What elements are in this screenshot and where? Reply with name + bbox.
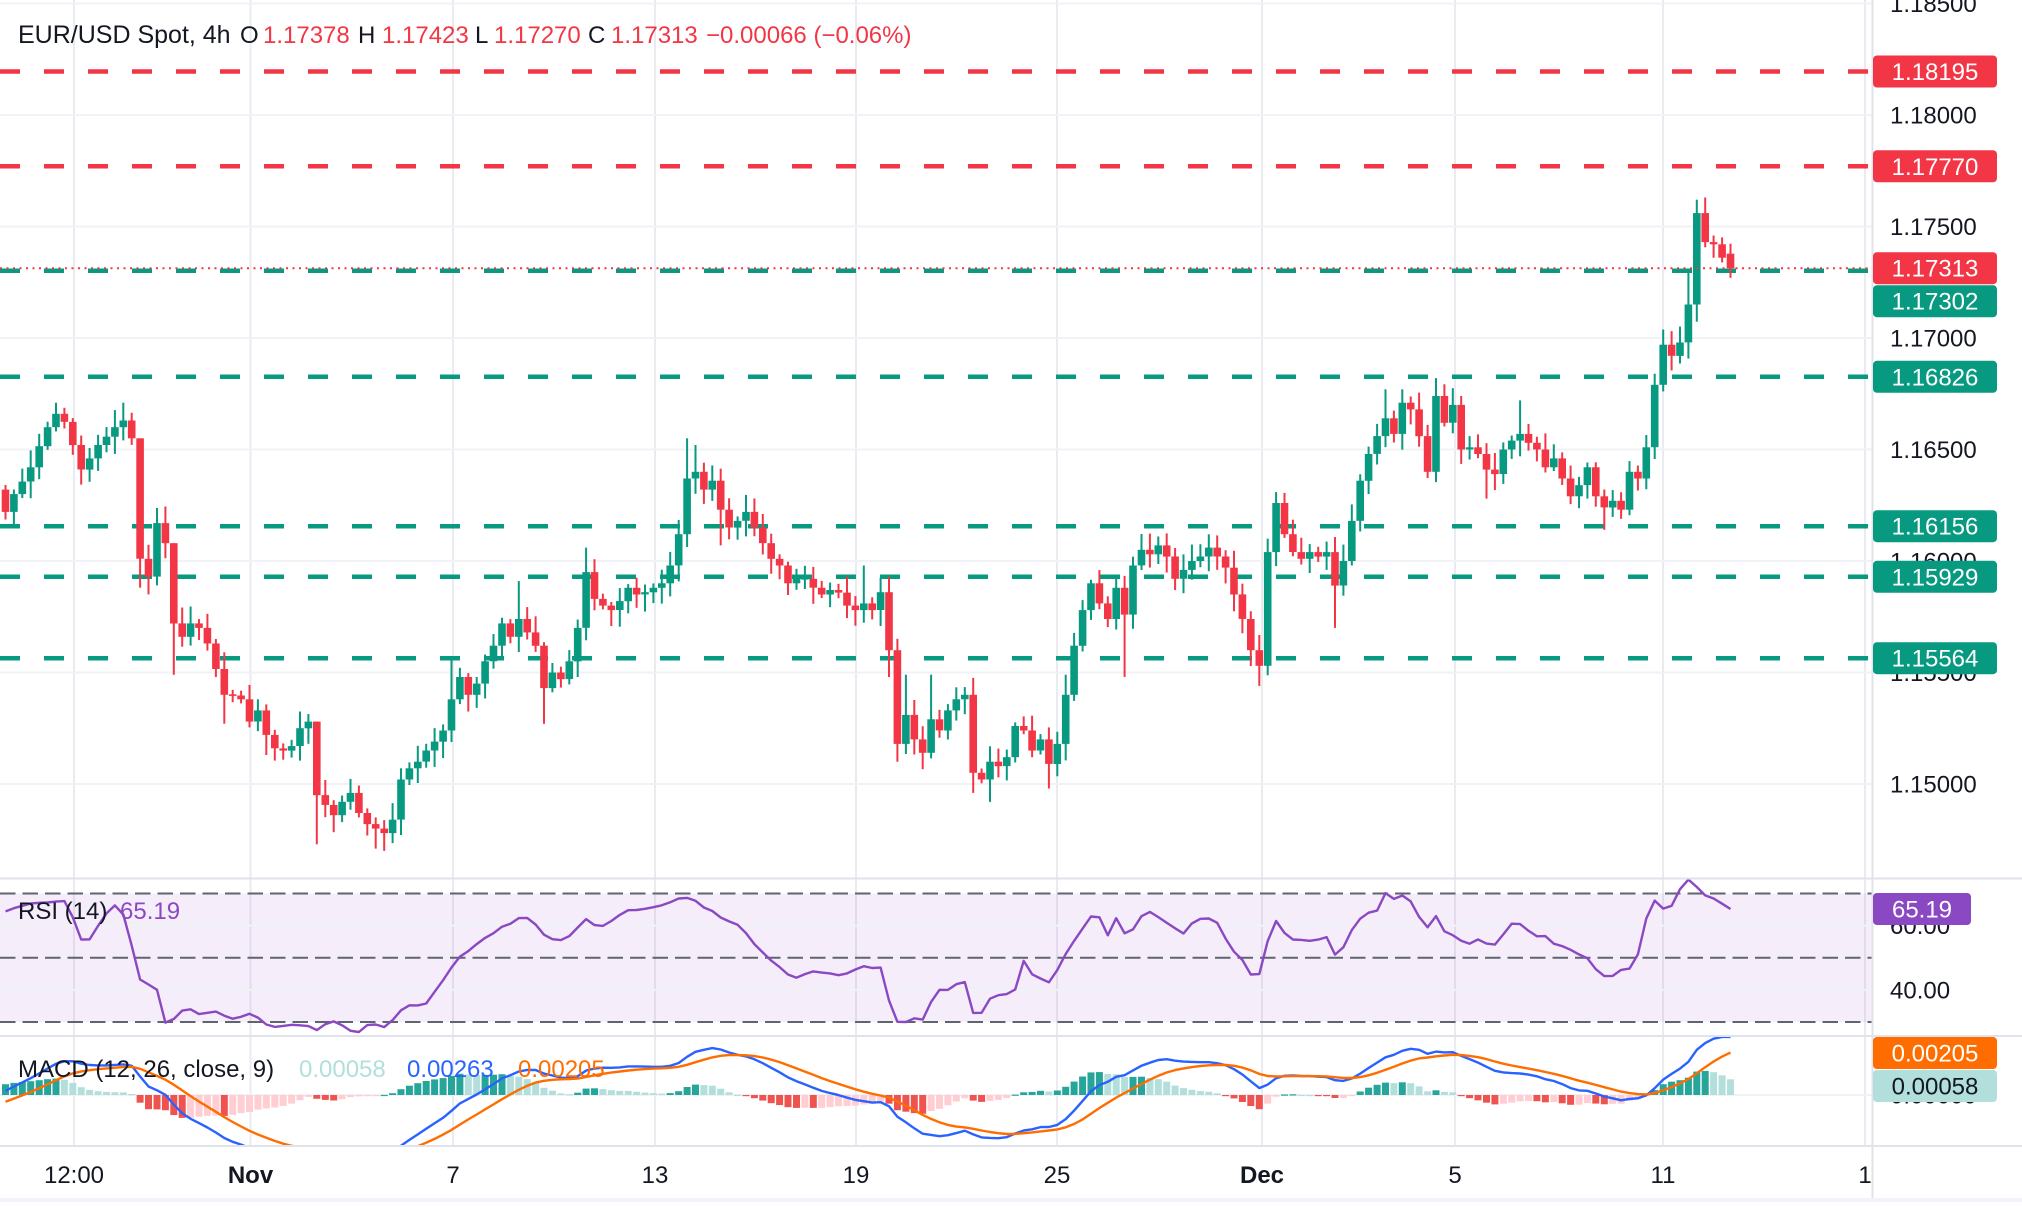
svg-text:0.00205: 0.00205 bbox=[1892, 1041, 1979, 1068]
svg-text:C: C bbox=[588, 22, 605, 49]
svg-text:1.18195: 1.18195 bbox=[1892, 59, 1979, 86]
svg-text:11: 11 bbox=[1651, 1162, 1676, 1189]
svg-text:65.19: 65.19 bbox=[1892, 897, 1952, 924]
svg-text:1.17500: 1.17500 bbox=[1890, 214, 1977, 241]
svg-text:1: 1 bbox=[1858, 1162, 1871, 1189]
svg-text:1.17378: 1.17378 bbox=[263, 22, 350, 49]
svg-text:1.18000: 1.18000 bbox=[1890, 103, 1977, 130]
svg-text:12:00: 12:00 bbox=[44, 1162, 104, 1189]
svg-text:H: H bbox=[358, 22, 375, 49]
svg-text:1.15929: 1.15929 bbox=[1892, 564, 1979, 591]
svg-text:0.00058: 0.00058 bbox=[299, 1056, 386, 1083]
svg-text:1.16500: 1.16500 bbox=[1890, 437, 1977, 464]
svg-text:65.19: 65.19 bbox=[120, 898, 180, 925]
svg-text:19: 19 bbox=[843, 1162, 870, 1189]
svg-text:1.17270: 1.17270 bbox=[494, 22, 581, 49]
svg-text:1.15000: 1.15000 bbox=[1890, 772, 1977, 799]
svg-text:1.17423: 1.17423 bbox=[382, 22, 469, 49]
svg-text:0.00058: 0.00058 bbox=[1892, 1074, 1979, 1101]
svg-text:MACD (12, 26, close, 9): MACD (12, 26, close, 9) bbox=[18, 1056, 274, 1083]
svg-text:Nov: Nov bbox=[228, 1162, 274, 1189]
svg-text:RSI (14): RSI (14) bbox=[18, 898, 107, 925]
svg-text:1.17313: 1.17313 bbox=[1892, 256, 1979, 283]
svg-text:0.00263: 0.00263 bbox=[407, 1056, 494, 1083]
svg-text:40.00: 40.00 bbox=[1890, 977, 1950, 1004]
svg-text:1.17770: 1.17770 bbox=[1892, 154, 1979, 181]
svg-text:−0.00066 (−0.06%): −0.00066 (−0.06%) bbox=[706, 22, 912, 49]
svg-text:0.00205: 0.00205 bbox=[518, 1056, 605, 1083]
svg-text:EUR/USD Spot, 4h: EUR/USD Spot, 4h bbox=[18, 21, 231, 49]
svg-text:O: O bbox=[240, 22, 259, 49]
svg-text:13: 13 bbox=[642, 1162, 669, 1189]
svg-text:1.16826: 1.16826 bbox=[1892, 364, 1979, 391]
svg-text:1.17313: 1.17313 bbox=[611, 22, 698, 49]
svg-text:Dec: Dec bbox=[1240, 1162, 1284, 1189]
svg-text:1.17302: 1.17302 bbox=[1892, 289, 1979, 316]
svg-text:L: L bbox=[475, 22, 488, 49]
svg-text:1.15564: 1.15564 bbox=[1892, 646, 1979, 673]
svg-text:5: 5 bbox=[1448, 1162, 1461, 1189]
svg-text:1.16156: 1.16156 bbox=[1892, 514, 1979, 541]
svg-text:1.17000: 1.17000 bbox=[1890, 326, 1977, 353]
svg-text:7: 7 bbox=[446, 1162, 459, 1189]
svg-text:25: 25 bbox=[1044, 1162, 1071, 1189]
svg-text:1.18500: 1.18500 bbox=[1890, 0, 1977, 18]
